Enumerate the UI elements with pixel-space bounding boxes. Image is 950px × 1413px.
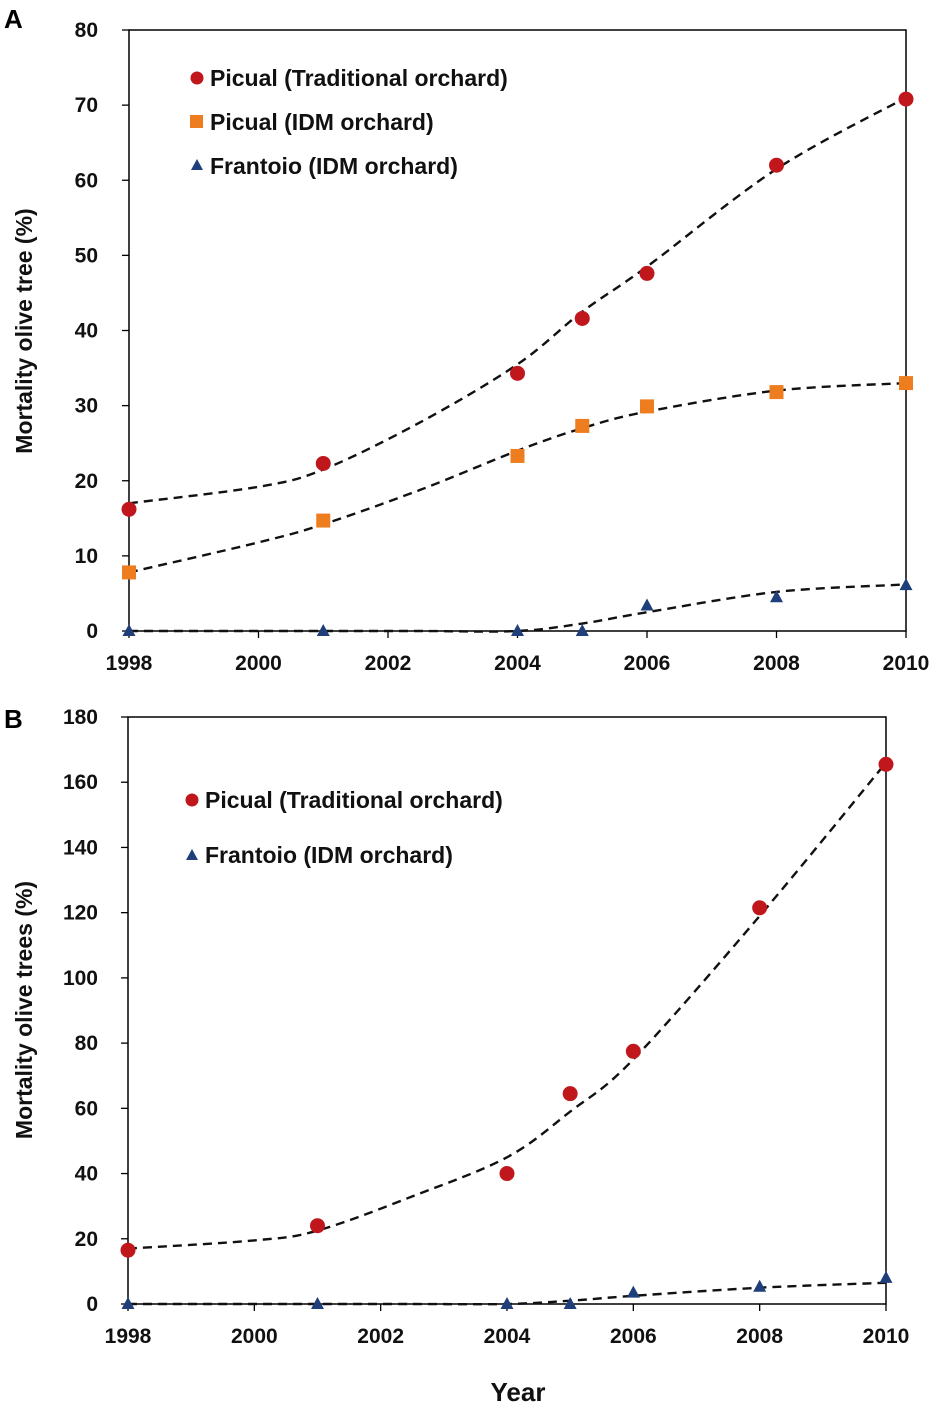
legend-marker-frantoio-idm bbox=[186, 849, 198, 860]
data-point-picual-idm-orchard bbox=[575, 418, 590, 433]
y-tick-label: 60 bbox=[75, 1097, 98, 1120]
panel-b-y-axis-title: Mortality olive trees (%) bbox=[11, 881, 37, 1139]
legend-label-frantoio-idm: Frantoio (IDM orchard) bbox=[205, 842, 453, 868]
y-tick-label: 140 bbox=[63, 836, 98, 859]
y-tick-label: 50 bbox=[75, 244, 98, 267]
data-point-picual-traditional-orchard bbox=[562, 1086, 578, 1102]
x-tick-label: 1998 bbox=[106, 652, 153, 675]
x-tick-label: 2008 bbox=[753, 652, 800, 675]
y-tick-label: 30 bbox=[75, 395, 98, 418]
data-point-picual-traditional-orchard bbox=[639, 265, 655, 281]
panel-a-y-ticks: 0 10 20 30 40 50 60 70 80 bbox=[75, 19, 129, 643]
data-point-picual-idm-orchard bbox=[316, 513, 331, 528]
data-point-picual-traditional-orchard bbox=[752, 900, 768, 916]
data-point-picual-traditional-orchard bbox=[499, 1166, 515, 1182]
data-point-picual-traditional-orchard bbox=[878, 756, 894, 772]
x-tick-label: 2004 bbox=[494, 652, 541, 675]
y-tick-label: 120 bbox=[63, 902, 98, 925]
x-tick-label: 2006 bbox=[610, 1325, 657, 1348]
data-point-frantoio-idm-orchard bbox=[640, 598, 654, 611]
x-tick-label: 2000 bbox=[235, 652, 282, 675]
y-tick-label: 80 bbox=[75, 1032, 98, 1055]
panel-b: B Mortality olive trees (%) Year 0 20 40 60… bbox=[4, 704, 909, 1407]
x-tick-label: 2002 bbox=[365, 652, 412, 675]
data-point-frantoio-idm-orchard bbox=[899, 578, 913, 591]
y-tick-label: 40 bbox=[75, 1163, 98, 1186]
legend-label-picual-idm: Picual (IDM orchard) bbox=[210, 109, 434, 135]
panel-b-letter: B bbox=[4, 704, 23, 734]
panel-b-x-ticks: 1998 2000 2002 2004 2006 2008 2010 bbox=[105, 1304, 910, 1348]
x-tick-label: 2006 bbox=[624, 652, 671, 675]
y-tick-label: 60 bbox=[75, 169, 98, 192]
panel-b-legend: Picual (Traditional orchard) Frantoio (I… bbox=[185, 787, 503, 868]
trend-line-frantoio-idm-orchard bbox=[128, 583, 907, 633]
trend-line-picual-traditional-orchard bbox=[128, 96, 907, 505]
y-tick-label: 160 bbox=[63, 771, 98, 794]
x-tick-label: 2004 bbox=[484, 1325, 531, 1348]
x-tick-label: 2002 bbox=[357, 1325, 404, 1348]
y-tick-label: 180 bbox=[63, 706, 98, 729]
x-tick-label: 2010 bbox=[883, 652, 930, 675]
y-tick-label: 20 bbox=[75, 1228, 98, 1251]
y-tick-label: 70 bbox=[75, 94, 98, 117]
data-point-picual-traditional-orchard bbox=[898, 91, 914, 107]
data-point-picual-traditional-orchard bbox=[625, 1043, 641, 1059]
panel-b-data-points bbox=[120, 756, 894, 1309]
data-point-picual-traditional-orchard bbox=[769, 157, 784, 173]
data-point-frantoio-idm-orchard bbox=[500, 1297, 514, 1309]
panel-a-x-ticks: 1998 2000 2002 2004 2006 2008 2010 bbox=[106, 631, 930, 675]
panel-b-x-axis-title: Year bbox=[491, 1377, 546, 1407]
panel-a-data-points bbox=[121, 91, 914, 636]
legend-label-picual-traditional: Picual (Traditional orchard) bbox=[205, 787, 503, 813]
data-point-frantoio-idm-orchard bbox=[511, 624, 524, 636]
y-tick-label: 40 bbox=[75, 320, 98, 343]
data-point-picual-traditional-orchard bbox=[510, 365, 525, 381]
legend-label-picual-traditional: Picual (Traditional orchard) bbox=[210, 65, 508, 91]
trend-line-picual-idm-orchard bbox=[128, 381, 907, 574]
legend-marker-frantoio-idm bbox=[191, 159, 203, 170]
legend-label-frantoio-idm: Frantoio (IDM orchard) bbox=[210, 153, 458, 179]
data-point-frantoio-idm-orchard bbox=[879, 1270, 893, 1283]
data-point-picual-traditional-orchard bbox=[315, 455, 331, 471]
x-tick-label: 1998 bbox=[105, 1325, 152, 1348]
trend-line-picual-traditional-orchard bbox=[127, 761, 887, 1250]
panel-b-y-ticks: 0 20 40 60 80 100 120 140 160 180 bbox=[63, 706, 128, 1316]
data-point-picual-idm-orchard bbox=[899, 376, 913, 391]
x-tick-label: 2008 bbox=[736, 1325, 783, 1348]
y-tick-label: 0 bbox=[86, 1293, 98, 1316]
x-tick-label: 2000 bbox=[231, 1325, 278, 1348]
data-point-frantoio-idm-orchard bbox=[626, 1285, 640, 1298]
panel-a-legend: Picual (Traditional orchard) Picual (IDM… bbox=[190, 65, 508, 179]
data-point-frantoio-idm-orchard bbox=[575, 624, 589, 636]
data-point-frantoio-idm-orchard bbox=[563, 1297, 577, 1309]
data-point-picual-traditional-orchard bbox=[120, 1242, 136, 1258]
x-tick-label: 2010 bbox=[863, 1325, 910, 1348]
legend-marker-picual-traditional bbox=[190, 71, 204, 85]
panel-a: A Mortality olive tree (%) 0 10 20 30 40 50 60… bbox=[4, 4, 929, 675]
data-point-picual-idm-orchard bbox=[122, 565, 136, 580]
data-point-frantoio-idm-orchard bbox=[770, 590, 783, 603]
data-point-frantoio-idm-orchard bbox=[316, 624, 330, 636]
panel-a-letter: A bbox=[4, 4, 23, 34]
data-point-picual-idm-orchard bbox=[510, 448, 525, 463]
data-point-frantoio-idm-orchard bbox=[122, 624, 136, 636]
y-tick-label: 0 bbox=[86, 620, 98, 643]
data-point-picual-traditional-orchard bbox=[310, 1218, 325, 1234]
data-point-picual-traditional-orchard bbox=[574, 310, 590, 326]
data-point-picual-idm-orchard bbox=[640, 399, 654, 414]
legend-marker-picual-idm bbox=[190, 115, 203, 128]
y-tick-label: 10 bbox=[75, 545, 98, 568]
data-point-picual-idm-orchard bbox=[769, 385, 784, 400]
y-tick-label: 20 bbox=[75, 470, 98, 493]
y-tick-label: 100 bbox=[63, 967, 98, 990]
data-point-frantoio-idm-orchard bbox=[753, 1279, 767, 1292]
legend-marker-picual-traditional bbox=[185, 793, 199, 807]
data-point-frantoio-idm-orchard bbox=[311, 1297, 324, 1309]
data-point-frantoio-idm-orchard bbox=[121, 1297, 135, 1309]
data-point-picual-traditional-orchard bbox=[121, 501, 137, 517]
y-tick-label: 80 bbox=[75, 19, 98, 42]
panel-a-y-axis-title: Mortality olive tree (%) bbox=[11, 208, 37, 453]
